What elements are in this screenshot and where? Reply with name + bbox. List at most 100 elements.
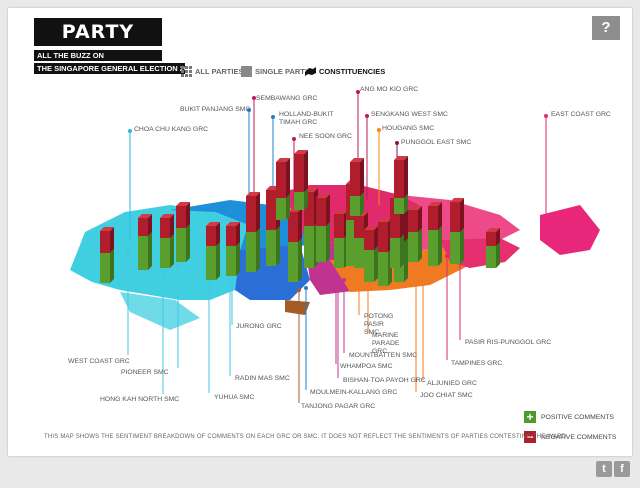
positive-segment — [334, 238, 344, 268]
positive-segment-side — [326, 222, 330, 262]
positive-segment — [346, 220, 356, 266]
negative-segment-side — [496, 228, 500, 246]
label-tampines[interactable]: TAMPINES GRC — [451, 360, 503, 367]
sentiment-bar — [138, 214, 152, 270]
negative-segment-side — [360, 158, 364, 196]
sentiment-bar — [276, 158, 290, 220]
positive-segment-side — [256, 228, 260, 272]
leader-dot-bukit-panjang — [247, 108, 251, 112]
label-sengkang-west[interactable]: SENGKANG WEST SMC — [371, 111, 448, 118]
bar-top — [176, 202, 190, 206]
positive-segment-side — [404, 238, 408, 282]
positive-segment-side — [360, 192, 364, 216]
label-aljunied[interactable]: ALJUNIED GRC — [427, 380, 477, 387]
negative-segment — [350, 162, 360, 196]
positive-segment — [378, 252, 388, 286]
bar-top — [394, 156, 408, 160]
positive-segment-side — [170, 234, 174, 268]
subtitle-line-1: ALL THE BUZZ ON — [34, 50, 162, 61]
negative-segment — [294, 154, 304, 192]
positive-segment — [266, 230, 276, 266]
negative-segment-side — [110, 227, 114, 253]
bar-top — [226, 222, 240, 226]
positive-segment — [100, 253, 110, 283]
negative-segment — [354, 216, 364, 238]
negative-segment — [428, 206, 438, 230]
positive-segment-side — [286, 194, 290, 220]
label-jurong[interactable]: JURONG GRC — [236, 323, 282, 330]
positive-segment — [450, 232, 460, 264]
leader-dot-tanjong-pagar — [297, 288, 301, 292]
leader-dot-mountbatten — [342, 278, 346, 282]
bar-top — [334, 210, 348, 214]
negative-segment-side — [286, 158, 290, 198]
positive-segment-side — [460, 228, 464, 264]
negative-segment — [408, 210, 418, 232]
facebook-share-button[interactable]: f — [614, 461, 630, 477]
label-sembawang[interactable]: SEMBAWANG GRC — [256, 95, 318, 102]
bar-top — [138, 214, 152, 218]
tab-constituencies-label: CONSTITUENCIES — [319, 66, 386, 76]
label-punggol-east[interactable]: PUNGGOL EAST SMC — [401, 139, 472, 146]
sentiment-bar — [364, 226, 378, 282]
positive-segment — [246, 232, 256, 272]
leader-dot-hougang — [377, 128, 381, 132]
label-ang-mo-kio[interactable]: ANG MO KIO GRC — [360, 86, 419, 93]
label-pioneer[interactable]: PIONEER SMC — [121, 369, 169, 376]
label-mountbatten[interactable]: MOUNTBATTEN SMC — [349, 352, 418, 359]
leader-dot-whampoa — [334, 278, 338, 282]
label-tanjong-pagar[interactable]: TANJONG PAGAR GRC — [301, 403, 376, 410]
legend-positive: + POSITIVE COMMENTS — [524, 411, 614, 423]
label-whampoa[interactable]: WHAMPOA SMC — [340, 363, 393, 370]
positive-segment — [316, 226, 326, 262]
tab-single-party[interactable]: SINGLE PARTY — [241, 64, 310, 78]
label-hong-kah-north[interactable]: HONG KAH NORTH SMC — [100, 396, 180, 403]
label-joo-chiat[interactable]: JOO CHIAT SMC — [420, 392, 473, 399]
label-marine-parade[interactable]: MARINE PARADE GRC — [372, 332, 400, 355]
leader-dot-tampines — [445, 254, 449, 258]
positive-segment — [276, 198, 286, 220]
label-pasir-ris-punggol[interactable]: PASIR RIS-PUNGGOL GRC — [465, 339, 552, 346]
sentiment-bar — [378, 218, 392, 286]
grid-icon — [181, 65, 192, 77]
label-hougang[interactable]: HOUGANG SMC — [382, 125, 435, 132]
bar-top — [486, 228, 500, 232]
tab-constituencies[interactable]: CONSTITUENCIES — [305, 64, 385, 78]
leader-dot-east-coast — [544, 114, 548, 118]
bar-top — [100, 227, 114, 231]
negative-segment — [138, 218, 148, 236]
label-east-coast[interactable]: EAST COAST GRC — [551, 111, 611, 118]
negative-segment — [288, 212, 298, 242]
sentiment-bar — [246, 192, 260, 272]
label-radin-mas[interactable]: RADIN MAS SMC — [235, 375, 290, 382]
label-choa-chu-kang[interactable]: CHOA CHU KANG GRC — [134, 126, 209, 133]
label-potong-pasir[interactable]: POTONG PASIR SMC — [364, 313, 394, 336]
tab-single-party-label: SINGLE PARTY — [255, 66, 310, 76]
leader-dot-aljunied — [421, 260, 425, 264]
positive-segment — [294, 192, 304, 210]
help-button[interactable]: ? — [592, 16, 620, 40]
negative-segment — [450, 202, 460, 232]
positive-segment-side — [304, 188, 308, 210]
region-sentosa — [285, 300, 310, 315]
leader-dot-jurong — [230, 278, 234, 282]
label-bishan-toa-payoh[interactable]: BISHAN-TOA PAYOH GRC — [343, 377, 426, 384]
positive-segment-side — [374, 246, 378, 282]
positive-segment — [176, 228, 186, 262]
label-nee-soon[interactable]: NEE SOON GRC — [299, 133, 352, 140]
label-holland-bukit-timah[interactable]: HOLLAND-BUKIT TIMAH GRC — [279, 111, 334, 126]
label-west-coast[interactable]: WEST COAST GRC — [68, 358, 130, 365]
negative-segment-side — [256, 192, 260, 232]
sentiment-bar — [206, 222, 220, 280]
footnote: THIS MAP SHOWS THE SENTIMENT BREAKDOWN O… — [44, 434, 569, 440]
negative-segment-side — [186, 202, 190, 228]
tab-all-parties[interactable]: ALL PARTIES — [181, 64, 243, 78]
label-yuhua[interactable]: YUHUA SMC — [214, 394, 255, 401]
positive-segment — [364, 250, 374, 282]
twitter-share-button[interactable]: t — [596, 461, 612, 477]
bar-top — [294, 150, 308, 154]
label-moulmein-kallang[interactable]: MOULMEIN-KALLANG GRC — [310, 389, 398, 396]
label-bukit-panjang[interactable]: BUKIT PANJANG SMC — [180, 106, 251, 113]
leader-dot-holland — [271, 115, 275, 119]
map-icon — [305, 66, 316, 77]
